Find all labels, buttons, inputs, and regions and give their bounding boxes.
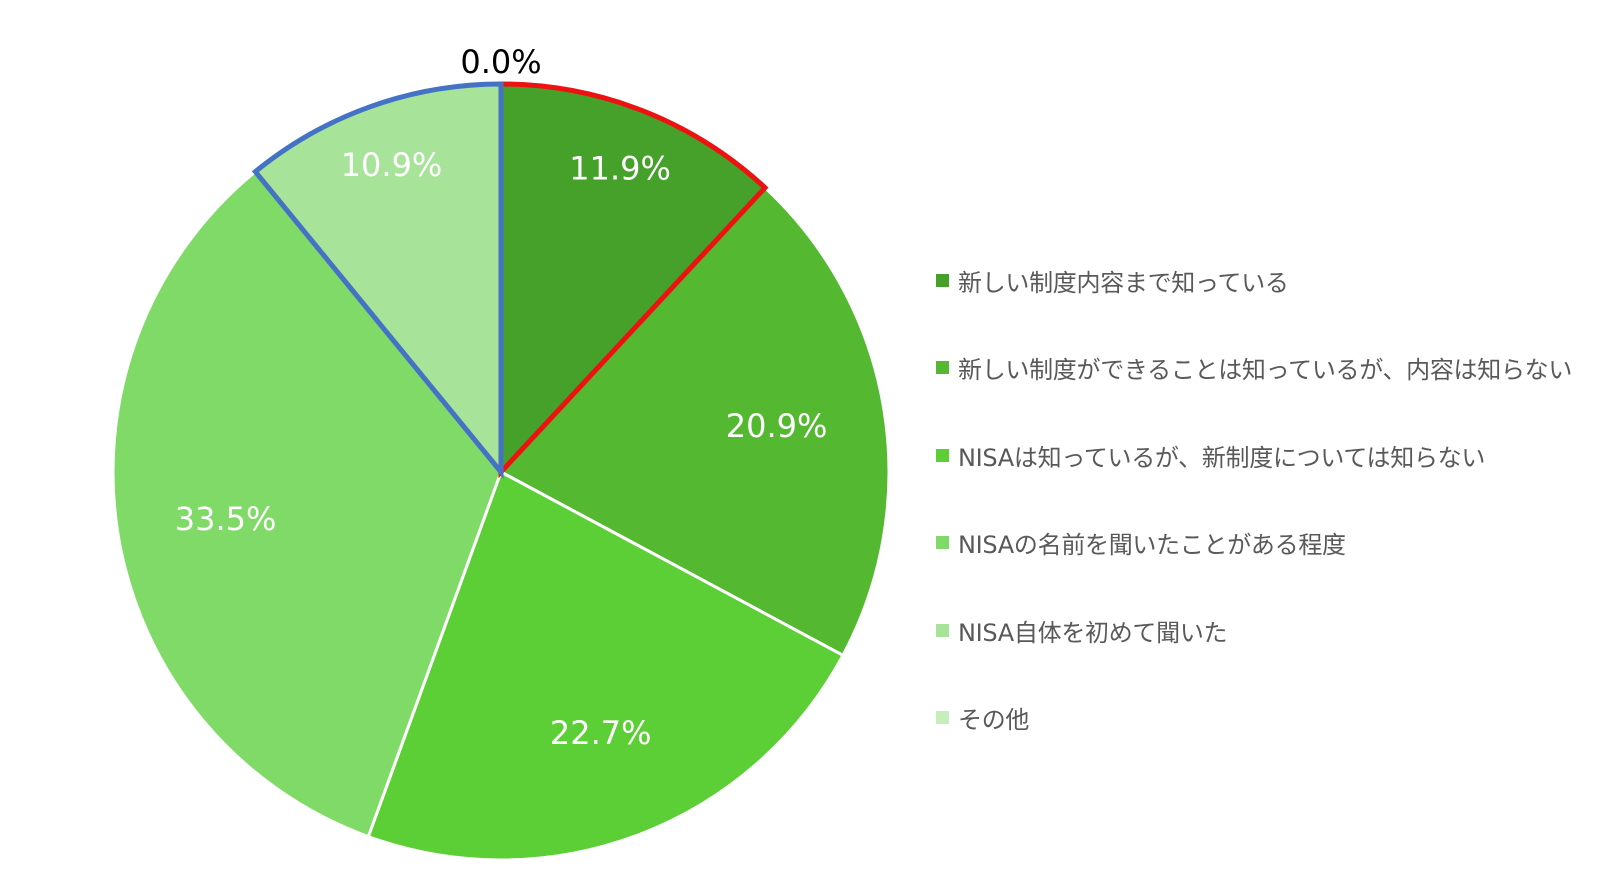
legend-item-1: 新しい制度内容まで知っている (936, 258, 1572, 302)
legend-label: NISA自体を初めて聞いた (958, 618, 1228, 647)
highlight-outline-1 (498, 81, 769, 479)
legend-label: その他 (958, 706, 1030, 734)
highlight-outline-2 (251, 81, 504, 480)
pie-highlight-outlines (251, 81, 769, 480)
data-label-1: 11.9% (569, 150, 671, 188)
pie-slice-3 (366, 470, 845, 862)
legend-swatch (936, 623, 949, 637)
data-label-3: 22.7% (550, 714, 652, 752)
legend-item-4: NISAの名前を聞いたことがある程度 (936, 521, 1572, 565)
legend-item-5: NISA自体を初めて聞いた (936, 608, 1572, 652)
legend-swatch (936, 273, 949, 287)
data-label-2: 20.9% (726, 407, 828, 445)
legend-label: 新しい制度内容まで知っている (958, 268, 1289, 297)
chart-legend: 新しい制度内容まで知っている新しい制度ができることは知っているが、内容は知らない… (936, 258, 1572, 783)
legend-item-3: NISAは知っているが、新制度については知らない (936, 433, 1572, 477)
data-label-5: 10.9% (341, 146, 443, 184)
legend-swatch (936, 711, 949, 724)
pie-slice-4 (111, 170, 503, 839)
data-label-6: 0.0% (460, 43, 541, 81)
legend-item-2: 新しい制度ができることは知っているが、内容は知らない (936, 346, 1572, 390)
legend-label: NISAの名前を聞いたことがある程度 (958, 531, 1346, 559)
pie-slice-2 (499, 186, 891, 657)
data-label-4: 33.5% (175, 500, 277, 538)
legend-item-6: その他 (936, 696, 1572, 740)
legend-label: NISAは知っているが、新制度については知らない (958, 443, 1486, 472)
legend-label: 新しい制度ができることは知っているが、内容は知らない (958, 356, 1573, 384)
pie-slices (111, 82, 891, 862)
legend-swatch (936, 536, 949, 549)
legend-swatch (936, 448, 949, 462)
legend-swatch (936, 361, 949, 374)
pie-data-labels: 11.9% 20.9% 22.7% 33.5% 10.9% 0.0% (175, 43, 828, 752)
